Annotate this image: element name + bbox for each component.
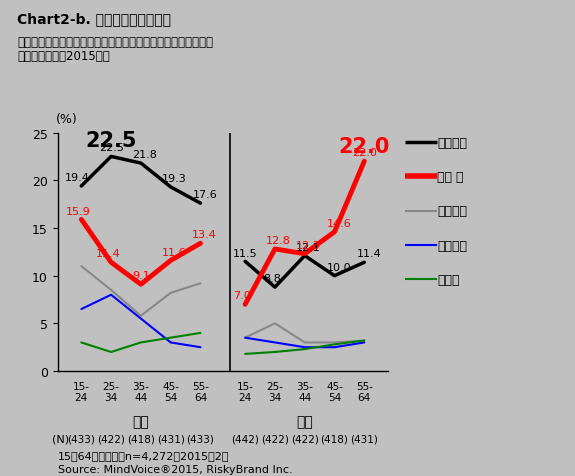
- Text: (422): (422): [261, 433, 289, 443]
- Text: (N): (N): [52, 433, 68, 443]
- Text: (433): (433): [186, 433, 214, 443]
- Text: (418): (418): [321, 433, 348, 443]
- Text: 13.4: 13.4: [191, 230, 216, 240]
- Text: 錦織 圭: 錦織 圭: [437, 170, 463, 184]
- Text: イチロー: イチロー: [437, 136, 467, 149]
- Text: 21.8: 21.8: [132, 150, 157, 160]
- Text: (442): (442): [231, 433, 259, 443]
- Text: 12.1: 12.1: [296, 242, 321, 252]
- Text: 11.6: 11.6: [162, 247, 186, 257]
- Text: 石川逸: 石川逸: [437, 273, 459, 287]
- Text: 17.6: 17.6: [193, 190, 217, 200]
- Text: (431): (431): [350, 433, 378, 443]
- Text: (433): (433): [67, 433, 95, 443]
- Text: 11.4: 11.4: [356, 249, 381, 259]
- Text: 7.0: 7.0: [233, 291, 251, 301]
- Text: 22.5: 22.5: [85, 130, 137, 150]
- Text: 12.3: 12.3: [296, 240, 321, 250]
- Text: 女性: 女性: [296, 414, 313, 428]
- Text: 男性: 男性: [132, 414, 150, 428]
- Text: 9.1: 9.1: [132, 271, 150, 281]
- Text: 8.8: 8.8: [263, 274, 281, 284]
- Text: Chart2-b. 魅力度／性・年代別: Chart2-b. 魅力度／性・年代別: [17, 12, 171, 26]
- Text: 19.4: 19.4: [66, 173, 90, 183]
- Text: 19.3: 19.3: [162, 174, 187, 184]
- Text: 15.9: 15.9: [66, 206, 90, 216]
- Text: 田中将大: 田中将大: [437, 205, 467, 218]
- Text: (422): (422): [291, 433, 319, 443]
- Text: 22.0: 22.0: [339, 137, 390, 157]
- Text: 22.0: 22.0: [352, 148, 377, 158]
- Text: Source: MindVoice®2015, RiskyBrand Inc.: Source: MindVoice®2015, RiskyBrand Inc.: [58, 464, 292, 474]
- Text: 11.5: 11.5: [233, 248, 258, 258]
- Text: あなたが魅力を感じる人物をお知らせください。（複数回答）: あなたが魅力を感じる人物をお知らせください。（複数回答）: [17, 36, 213, 49]
- Text: 本田圭佑: 本田圭佑: [437, 239, 467, 252]
- Text: ＜性・年代別／2015年＞: ＜性・年代別／2015年＞: [17, 50, 110, 63]
- Text: (%): (%): [56, 113, 78, 126]
- Text: 14.6: 14.6: [327, 218, 351, 228]
- Text: 10.0: 10.0: [327, 262, 351, 272]
- Text: 22.5: 22.5: [99, 142, 124, 152]
- Text: (422): (422): [97, 433, 125, 443]
- Text: (431): (431): [157, 433, 185, 443]
- Text: 15～64歳男女個人n=4,272／2015年2月: 15～64歳男女個人n=4,272／2015年2月: [58, 450, 229, 460]
- Text: 12.8: 12.8: [266, 236, 291, 246]
- Text: 11.4: 11.4: [96, 249, 121, 259]
- Text: (418): (418): [127, 433, 155, 443]
